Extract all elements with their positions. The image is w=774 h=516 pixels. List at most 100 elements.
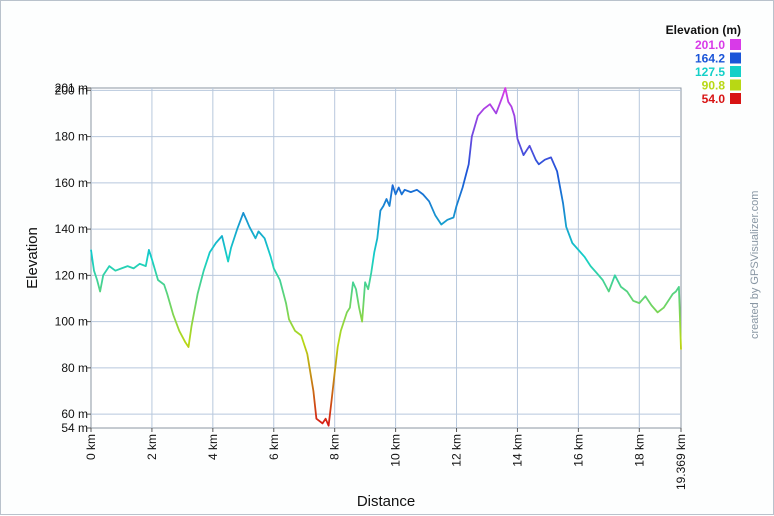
- legend-swatch: [730, 66, 741, 77]
- profile-point: [544, 159, 546, 161]
- profile-point: [501, 96, 503, 98]
- profile-point: [148, 249, 150, 251]
- profile-point: [352, 281, 354, 283]
- profile-point: [349, 307, 351, 309]
- profile-point: [650, 304, 653, 306]
- x-tick-label: 4 km: [206, 434, 220, 460]
- profile-point: [273, 267, 275, 269]
- profile-point: [434, 214, 436, 216]
- profile-point: [139, 263, 141, 265]
- profile-point: [422, 193, 424, 195]
- profile-point: [157, 279, 159, 281]
- y-tick-label: 200 m: [55, 83, 88, 97]
- profile-point: [577, 249, 580, 251]
- profile-point: [428, 200, 430, 202]
- profile-point: [248, 226, 250, 228]
- legend-label: 90.8: [702, 79, 726, 93]
- y-tick-labels: 54 m60 m 80 m 100 m 120 m 140 m 160 m 180 m 200…: [55, 81, 88, 435]
- x-tick-label: 10 km: [389, 434, 403, 467]
- profile-point: [529, 145, 531, 147]
- profile-point: [562, 203, 564, 205]
- profile-point: [468, 163, 470, 165]
- profile-point: [638, 302, 640, 304]
- profile-point: [596, 272, 598, 274]
- elevation-profile-points: [90, 87, 682, 427]
- profile-point: [108, 265, 110, 267]
- profile-point: [565, 226, 567, 228]
- y-axis-title: Elevation: [24, 227, 41, 289]
- profile-point: [364, 281, 366, 283]
- profile-point: [583, 256, 586, 258]
- profile-point: [93, 270, 95, 272]
- x-axis-title: Distance: [357, 493, 415, 510]
- profile-point: [669, 297, 671, 300]
- profile-point: [254, 237, 257, 239]
- profile-point: [614, 274, 616, 276]
- profile-point: [495, 112, 497, 114]
- profile-point: [133, 267, 135, 269]
- profile-point: [96, 279, 98, 281]
- profile-point: [446, 219, 448, 221]
- y-tick-label: 120 m: [55, 268, 88, 282]
- legend-label: 201.0: [695, 38, 725, 52]
- profile-point: [328, 425, 330, 427]
- profile-point: [680, 348, 682, 350]
- profile-point: [294, 330, 296, 332]
- profile-point: [325, 418, 327, 420]
- x-gridlines: [90, 88, 682, 432]
- profile-point: [215, 242, 217, 244]
- profile-point: [395, 193, 397, 195]
- profile-point: [318, 420, 321, 422]
- profile-point: [99, 290, 101, 293]
- x-tick-label: 6 km: [267, 434, 281, 460]
- profile-point: [590, 265, 592, 267]
- legend-label: 164.2: [695, 52, 725, 66]
- x-tick-label: 16 km: [571, 434, 585, 467]
- profile-point: [489, 103, 491, 105]
- profile-point: [462, 186, 464, 189]
- y-gridlines: [87, 87, 681, 429]
- profile-point: [672, 293, 674, 295]
- legend-title: Elevation (m): [666, 23, 741, 37]
- profile-point: [663, 307, 665, 309]
- legend-swatch: [730, 79, 741, 91]
- profile-point: [571, 242, 573, 244]
- profile-point: [230, 247, 232, 249]
- profile-point: [270, 256, 272, 258]
- profile-point: [151, 258, 153, 260]
- x-tick-label: 12 km: [450, 434, 464, 467]
- profile-point: [510, 105, 512, 108]
- profile-point: [172, 314, 174, 316]
- profile-point: [538, 163, 540, 165]
- profile-point: [90, 249, 92, 251]
- profile-point: [120, 267, 123, 269]
- profile-point: [334, 371, 336, 374]
- profile-point: [379, 210, 381, 212]
- legend-swatch: [730, 39, 741, 50]
- elevation-profile-line: [90, 87, 682, 427]
- profile-point: [340, 330, 342, 332]
- legend-swatch: [730, 52, 741, 64]
- profile-point: [346, 311, 348, 313]
- profile-point: [312, 390, 314, 392]
- profile-point: [657, 311, 659, 313]
- x-tick-label: 19.369 km: [674, 434, 688, 490]
- profile-point: [236, 228, 238, 230]
- profile-point: [644, 295, 647, 297]
- profile-point: [504, 87, 506, 89]
- profile-point: [608, 290, 610, 293]
- profile-point: [361, 321, 363, 323]
- profile-point: [452, 216, 455, 219]
- profile-point: [392, 184, 394, 186]
- profile-point: [556, 170, 558, 172]
- profile-point: [455, 205, 458, 207]
- profile-point: [385, 198, 388, 200]
- profile-point: [513, 115, 516, 117]
- x-tick-label: 18 km: [632, 434, 646, 467]
- legend-label: 127.5: [695, 65, 725, 79]
- profile-point: [184, 341, 186, 343]
- y-tick-label: 54 m: [61, 421, 88, 435]
- profile-point: [358, 307, 360, 309]
